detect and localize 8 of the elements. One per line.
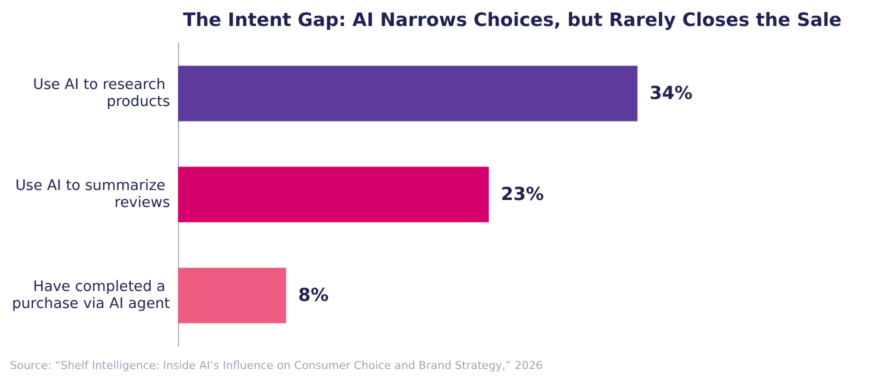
chart-title: The Intent Gap: AI Narrows Choices, but Rarely Closes the Sale: [183, 10, 842, 31]
data-label: 23%: [500, 184, 544, 205]
source-note: Source: “Shelf Intelligence: Inside AI’s Influence on Consumer Choice and Brand Strategy,” 2026: [10, 359, 543, 372]
data-label: 34%: [649, 83, 693, 104]
y-tick-label: Use AI to summarize reviews: [15, 178, 170, 211]
y-tick-label: Use AI to research products: [32, 77, 170, 110]
y-tick-label: Have completed a purchase via AI agent: [12, 279, 170, 312]
data-label: 8%: [298, 285, 329, 306]
